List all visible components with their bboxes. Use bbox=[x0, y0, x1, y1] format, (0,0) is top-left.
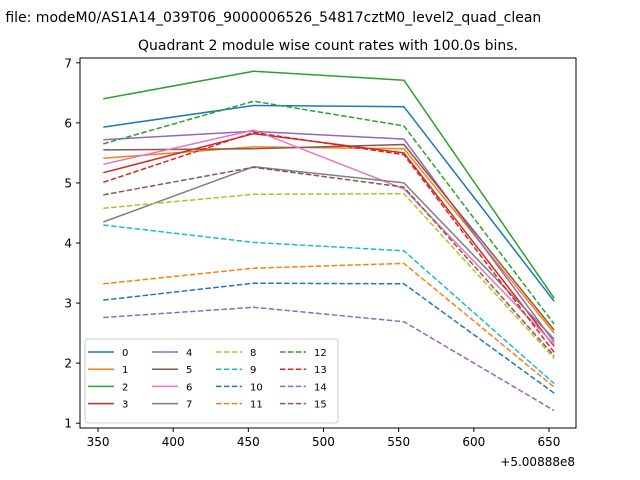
legend-label-8: 8 bbox=[250, 348, 256, 359]
x-tick-label: 450 bbox=[237, 435, 260, 449]
legend-label-11: 11 bbox=[250, 400, 263, 411]
y-tick-label: 6 bbox=[64, 116, 72, 130]
series-line-6 bbox=[103, 129, 555, 346]
legend-label-1: 1 bbox=[122, 365, 128, 376]
x-offset-label: +5.00888e8 bbox=[500, 455, 575, 469]
legend-label-2: 2 bbox=[122, 382, 128, 393]
x-tick-label: 550 bbox=[387, 435, 410, 449]
x-axis: 350 400 450 500 550 600 650 bbox=[87, 428, 560, 449]
series-line-10 bbox=[103, 282, 555, 394]
x-tick-label: 350 bbox=[87, 435, 110, 449]
legend-label-12: 12 bbox=[314, 348, 327, 359]
x-tick-label: 400 bbox=[162, 435, 185, 449]
legend-label-7: 7 bbox=[186, 400, 192, 411]
y-tick-label: 2 bbox=[64, 357, 72, 371]
legend-label-9: 9 bbox=[250, 365, 256, 376]
legend-box bbox=[84, 338, 339, 424]
x-tick-label: 650 bbox=[537, 435, 560, 449]
series-layer bbox=[103, 70, 555, 412]
series-line-8 bbox=[103, 192, 555, 359]
series-line-2 bbox=[103, 70, 555, 299]
chart-title: Quadrant 2 module wise count rates with … bbox=[138, 38, 518, 54]
figure-suptitle: n file: modeM0/AS1A14_039T06_9000006526_… bbox=[0, 10, 541, 26]
y-tick-label: 7 bbox=[64, 56, 72, 70]
legend-label-0: 0 bbox=[122, 348, 128, 359]
series-line-9 bbox=[103, 224, 555, 385]
series-line-12 bbox=[103, 100, 555, 325]
series-line-7 bbox=[103, 165, 555, 340]
x-tick-label: 500 bbox=[312, 435, 335, 449]
series-line-0 bbox=[103, 104, 555, 302]
legend-label-13: 13 bbox=[314, 365, 327, 376]
y-tick-label: 3 bbox=[64, 297, 72, 311]
series-line-13 bbox=[103, 131, 555, 353]
series-line-15 bbox=[103, 166, 555, 357]
legend-label-3: 3 bbox=[122, 400, 128, 411]
y-tick-label: 5 bbox=[64, 176, 72, 190]
legend-label-15: 15 bbox=[314, 400, 327, 411]
series-line-11 bbox=[103, 262, 555, 388]
series-line-5 bbox=[103, 143, 555, 331]
x-tick-label: 600 bbox=[462, 435, 485, 449]
legend-label-10: 10 bbox=[250, 382, 263, 393]
y-tick-label: 1 bbox=[64, 417, 72, 431]
legend-label-4: 4 bbox=[186, 348, 192, 359]
legend-label-14: 14 bbox=[314, 382, 327, 393]
y-axis: 1 2 3 4 5 6 7 bbox=[64, 56, 80, 431]
legend-label-6: 6 bbox=[186, 382, 192, 393]
legend-label-5: 5 bbox=[186, 365, 192, 376]
y-tick-label: 4 bbox=[64, 237, 72, 251]
series-line-4 bbox=[103, 130, 555, 343]
series-line-14 bbox=[103, 306, 555, 412]
